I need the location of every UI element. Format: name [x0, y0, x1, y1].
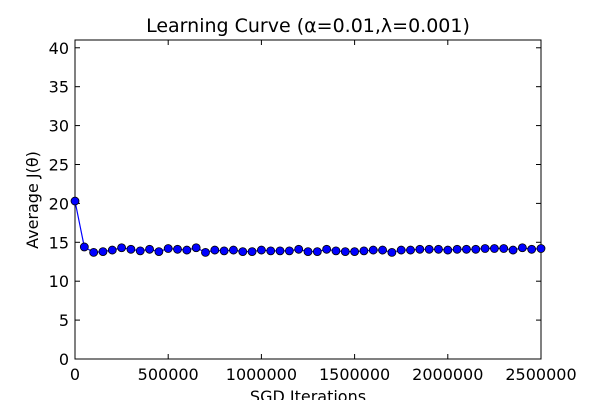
data-point	[303, 247, 313, 257]
data-point	[70, 196, 80, 206]
data-point	[191, 243, 201, 253]
data-point	[387, 248, 397, 257]
data-point	[256, 245, 266, 255]
plot-area	[74, 39, 542, 360]
y-tick-label: 0	[59, 350, 69, 369]
data-point	[350, 247, 360, 257]
data-point	[210, 245, 220, 255]
data-point	[173, 244, 182, 254]
data-point	[238, 247, 248, 257]
data-point	[247, 247, 257, 257]
data-point	[331, 246, 341, 256]
y-tick-label: 15	[49, 233, 69, 252]
data-point	[107, 245, 117, 255]
x-axis: 0 500000 1000000 1500000 2000000 2500000	[70, 40, 577, 384]
x-tick-label: 2500000	[505, 365, 576, 384]
data-point	[284, 246, 294, 256]
data-point	[275, 246, 285, 256]
data-point	[499, 244, 509, 253]
y-tick-label: 5	[59, 311, 69, 330]
y-tick-label: 25	[49, 155, 69, 174]
y-tick-label: 35	[49, 78, 69, 97]
data-point	[527, 244, 537, 254]
data-point	[266, 246, 276, 256]
data-point	[396, 245, 406, 255]
x-tick-label: 1000000	[226, 365, 297, 384]
data-point	[378, 245, 387, 255]
data-point	[126, 244, 136, 254]
x-tick-label: 0	[70, 365, 80, 384]
data-point	[508, 245, 518, 255]
y-tick-label: 40	[49, 39, 69, 58]
data-point	[406, 245, 415, 255]
data-point	[434, 244, 443, 254]
data-point	[415, 244, 425, 254]
x-tick-label: 2000000	[412, 365, 483, 384]
data-point	[480, 244, 490, 253]
data-point	[145, 244, 154, 254]
x-tick-label: 1500000	[319, 365, 390, 384]
data-point	[471, 244, 481, 254]
chart-title: Learning Curve (α=0.01,λ=0.001)	[146, 15, 470, 37]
data-point	[340, 247, 350, 257]
data-point	[201, 248, 210, 257]
y-tick-label: 10	[49, 272, 69, 291]
series-layer	[70, 196, 546, 257]
y-tick-label: 20	[49, 194, 69, 213]
data-point	[89, 248, 99, 257]
data-point	[312, 247, 322, 257]
data-point	[98, 247, 108, 257]
y-tick-label: 30	[49, 117, 69, 136]
data-point	[79, 242, 89, 252]
data-point	[462, 244, 471, 254]
data-point	[368, 245, 378, 255]
data-point	[517, 243, 527, 253]
data-point	[452, 244, 462, 254]
data-point	[489, 244, 499, 253]
y-axis-label: Average J(θ)	[23, 151, 42, 249]
data-point	[229, 245, 238, 255]
data-point	[182, 245, 192, 255]
data-point	[294, 244, 304, 254]
x-tick-label: 500000	[138, 365, 199, 384]
data-point	[154, 247, 164, 257]
data-point	[219, 246, 229, 256]
data-point	[163, 244, 173, 253]
data-point	[359, 246, 369, 256]
data-point	[322, 244, 332, 254]
data-point	[135, 246, 145, 256]
y-axis: 0 5 10 15 20 25 30 35 40	[49, 39, 541, 369]
data-point	[443, 245, 453, 255]
data-point	[536, 244, 546, 253]
plot-frame	[74, 39, 542, 360]
data-point	[424, 244, 434, 254]
data-point	[117, 243, 126, 253]
x-axis-label: SGD Iterations	[250, 387, 366, 400]
